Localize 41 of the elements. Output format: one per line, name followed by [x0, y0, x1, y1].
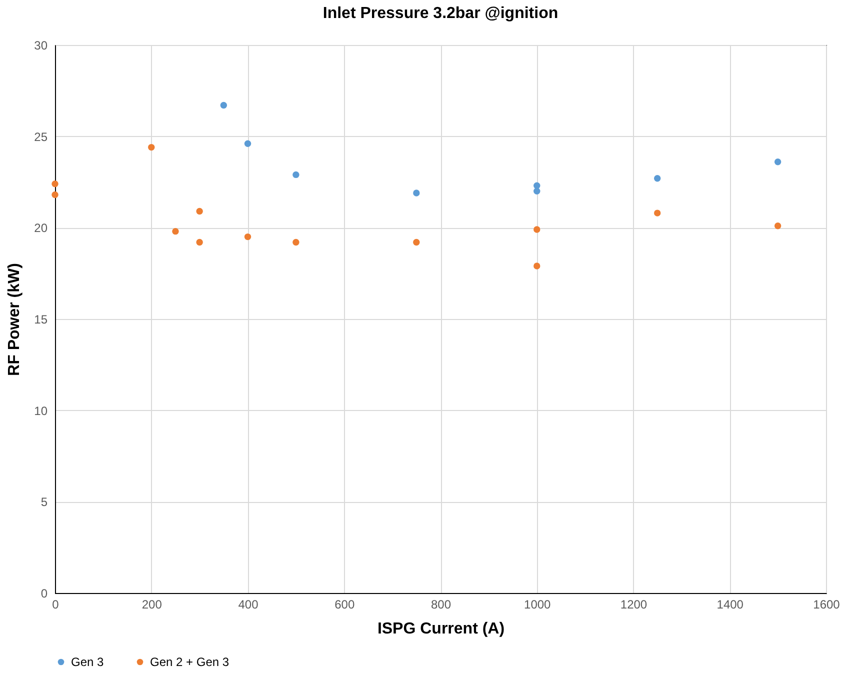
point	[654, 210, 661, 216]
y-tick-label: 15	[34, 312, 48, 326]
y-tick-label: 5	[40, 495, 48, 510]
point	[292, 238, 300, 246]
x-tick-label: 1000	[524, 598, 552, 612]
y-tick-label: 10	[34, 404, 48, 418]
point	[534, 226, 540, 233]
y-tick-label: 25	[34, 130, 48, 144]
y-tick-label: 20	[34, 221, 48, 236]
x-tick-label: 1200	[620, 598, 648, 612]
x-tick-label: 0	[52, 598, 60, 612]
y-tick-label: 0	[40, 586, 48, 600]
x-tick-label: 200	[142, 598, 162, 612]
point	[413, 238, 420, 246]
x-tick-label: 600	[334, 598, 355, 612]
point	[244, 233, 252, 240]
x-tick-label: 1600	[813, 598, 840, 612]
point	[244, 140, 252, 147]
x-tick-label: 800	[430, 598, 452, 612]
point	[220, 102, 228, 109]
point	[774, 222, 782, 230]
x-tick-label: 400	[238, 598, 259, 612]
point	[534, 188, 540, 194]
y-tick-label: 30	[34, 38, 48, 52]
point	[52, 180, 58, 188]
point	[413, 190, 420, 196]
legend-label: Gen 2 + Gen 3	[150, 655, 230, 669]
x-axis-title: ISPG Current (A)	[377, 620, 505, 638]
point	[52, 191, 58, 198]
chart-title: Inlet Pressure 3.2bar @ignition	[322, 5, 558, 22]
legend-label: Gen 3	[71, 655, 104, 669]
point	[654, 175, 661, 182]
point	[172, 228, 179, 235]
y-axis-title: RF Power (kW)	[6, 263, 24, 376]
x-tick-label: 1400	[716, 598, 744, 612]
point	[534, 262, 540, 270]
point	[774, 158, 782, 166]
point	[196, 208, 203, 215]
point	[292, 171, 300, 178]
point	[148, 144, 155, 151]
point	[196, 238, 203, 246]
